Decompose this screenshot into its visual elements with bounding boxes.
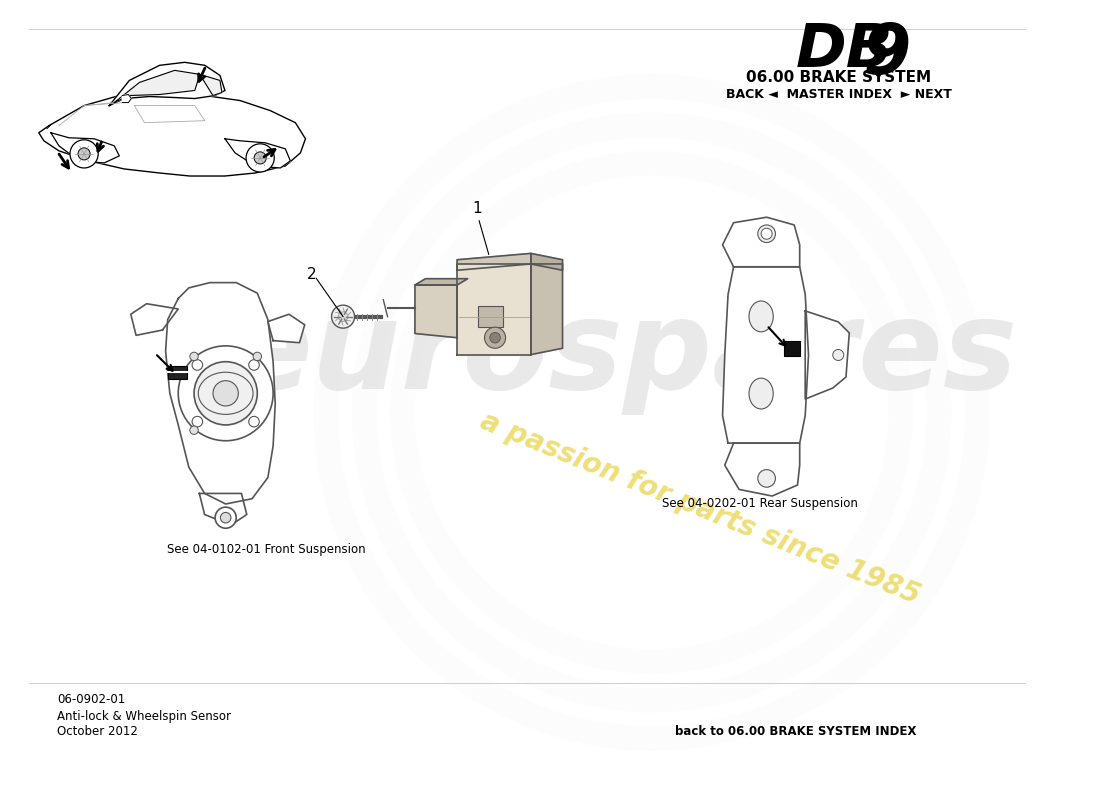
Polygon shape [166,282,275,504]
Polygon shape [199,494,246,525]
Circle shape [254,152,266,164]
Text: 06.00 BRAKE SYSTEM: 06.00 BRAKE SYSTEM [746,70,931,85]
Circle shape [249,416,260,427]
Circle shape [190,352,198,361]
Polygon shape [39,93,306,176]
Circle shape [220,513,231,523]
Polygon shape [723,267,808,443]
Ellipse shape [749,378,773,409]
Text: 1: 1 [472,201,482,216]
Polygon shape [805,311,849,399]
Text: BACK ◄  MASTER INDEX  ► NEXT: BACK ◄ MASTER INDEX ► NEXT [726,88,952,101]
Circle shape [490,333,500,343]
Bar [784,341,800,356]
Circle shape [213,381,239,406]
Polygon shape [122,94,131,102]
Text: See 04-0102-01 Front Suspension: See 04-0102-01 Front Suspension [167,543,365,556]
Polygon shape [723,218,800,267]
Text: eurospares: eurospares [228,294,1018,415]
Circle shape [192,360,202,370]
Circle shape [331,305,354,328]
Bar [478,306,504,327]
Circle shape [833,350,844,361]
Polygon shape [131,304,178,335]
Bar [167,366,187,378]
Text: October 2012: October 2012 [57,725,139,738]
Circle shape [253,352,262,361]
Polygon shape [458,254,531,270]
Polygon shape [114,70,200,102]
Polygon shape [415,278,468,285]
Polygon shape [200,74,222,95]
Polygon shape [531,254,562,270]
Text: back to 06.00 BRAKE SYSTEM INDEX: back to 06.00 BRAKE SYSTEM INDEX [674,725,916,738]
Circle shape [194,362,257,425]
Polygon shape [226,138,290,168]
Circle shape [70,140,98,168]
Text: 2: 2 [307,267,317,282]
Circle shape [178,346,273,441]
Text: 06-0902-01: 06-0902-01 [57,694,125,706]
Text: 9: 9 [862,21,911,87]
Circle shape [190,426,198,434]
Polygon shape [267,314,305,342]
Text: Anti-lock & Wheelspin Sensor: Anti-lock & Wheelspin Sensor [57,710,231,722]
Circle shape [758,225,776,242]
Circle shape [339,312,348,322]
Text: a passion for parts since 1985: a passion for parts since 1985 [475,407,924,610]
Polygon shape [109,62,226,106]
Polygon shape [415,285,458,338]
Text: DB: DB [795,21,893,80]
Polygon shape [725,443,800,496]
Polygon shape [531,264,562,354]
Circle shape [484,327,506,348]
Text: See 04-0202-01 Rear Suspension: See 04-0202-01 Rear Suspension [662,497,858,510]
Circle shape [78,148,90,160]
Polygon shape [51,133,119,163]
Circle shape [216,507,236,528]
Circle shape [758,470,776,487]
Circle shape [192,416,202,427]
Polygon shape [458,264,531,354]
Circle shape [246,144,274,172]
Circle shape [249,360,260,370]
Circle shape [761,228,772,239]
Ellipse shape [749,301,773,332]
